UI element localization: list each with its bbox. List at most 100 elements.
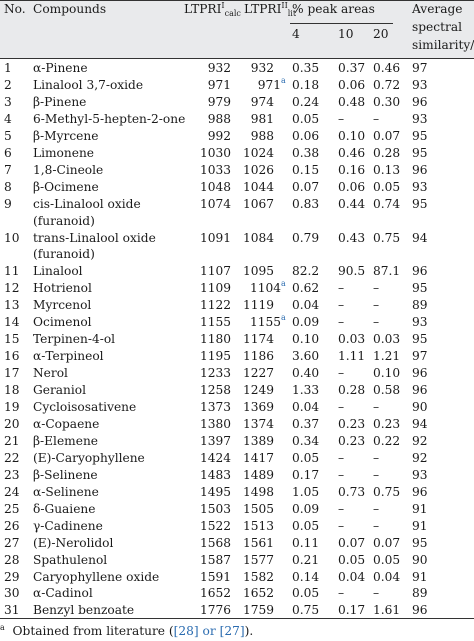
table-row: 11 Linalool 1107 1095 82.2 90.5 87.1 96 [0,263,474,280]
row-p10: – [338,501,345,516]
footnote-refs-link[interactable]: [28] or [27] [173,624,245,638]
row-no: 20 [4,416,20,431]
bottom-rule [0,618,474,619]
row-compound: β-Selinene [33,467,98,482]
row-no: 23 [4,467,20,482]
table-row: 30 α-Cadinol 1652 1652 0.05 – – 89 [0,585,474,602]
row-ltpri-calc: 1522 [199,518,231,533]
row-no: 18 [4,383,20,398]
table-row: 17 Nerol 1233 1227 0.40 – 0.10 96 [0,365,474,382]
row-p20: – [373,501,380,516]
row-p20: 0.05 [373,552,401,567]
row-similarity: 90 [412,552,428,567]
header-no: No. [4,2,26,16]
row-ltpri-calc: 1233 [199,366,231,381]
row-p4: 0.10 [292,332,320,347]
row-no: 28 [4,552,20,567]
row-compound: Nerol [33,366,68,381]
row-ltpri-lit: 1417 [242,450,274,465]
row-p10: 0.07 [338,535,366,550]
row-p4: 0.07 [292,179,320,194]
row-p10: 0.05 [338,552,366,567]
row-p4: 0.05 [292,518,320,533]
row-no: 3 [4,94,12,109]
row-similarity: 89 [412,298,428,313]
row-no: 25 [4,501,20,516]
row-similarity: 96 [412,484,428,499]
row-p20: 1.21 [373,349,401,364]
row-compound: 1,8-Cineole [33,162,104,177]
table-row: 24 α-Selinene 1495 1498 1.05 0.73 0.75 96 [0,484,474,501]
row-compound: (E)-Nerolidol [33,535,114,550]
header-p20: 20 [373,27,389,41]
row-p10: 0.73 [338,484,366,499]
row-no: 22 [4,450,20,465]
row-no: 14 [4,315,20,330]
table-row: 10 trans-Linalool oxide 1091 1084 0.79 0.43 0.… [0,230,474,247]
row-p4: 0.04 [292,298,320,313]
row-compound: Linalool 3,7-oxide [33,77,144,92]
row-p20: 0.22 [373,433,401,448]
row-compound: Benzyl benzoate [33,603,135,618]
table-row: 13 Myrcenol 1122 1119 0.04 – – 89 [0,297,474,314]
row-p20: 0.58 [373,383,401,398]
footnote-mark: a [0,622,5,632]
row-no: 30 [4,586,20,601]
row-compound: β-Myrcene [33,128,99,143]
row-ltpri-calc: 1483 [199,467,231,482]
row-ltpri-lit: 1227 [242,366,274,381]
row-compound: α-Cadinol [33,586,93,601]
row-no: 27 [4,535,20,550]
row-similarity: 92 [412,433,428,448]
row-p20: 0.23 [373,416,401,431]
row-p10: 0.06 [338,77,366,92]
table-row: 4 6-Methyl-5-hepten-2-one 988 981 0.05 – – 93 [0,111,474,128]
row-similarity: 89 [412,586,428,601]
row-no: 24 [4,484,20,499]
row-ltpri-lit: 981 [250,111,274,126]
row-p4: 0.06 [292,128,320,143]
row-ltpri-calc: 1195 [199,349,231,364]
row-p20: – [373,315,380,330]
row-similarity: 93 [412,315,428,330]
table-row: 1 α-Pinene 932 932 0.35 0.37 0.46 97 [0,60,474,77]
row-ltpri-lit: 1561 [242,535,274,550]
row-similarity: 95 [412,535,428,550]
row-p20: – [373,400,380,414]
row-p10: 0.44 [338,196,366,211]
row-ltpri-lit: 1369 [242,400,274,414]
row-ltpri-lit: 1249 [242,383,274,398]
row-p20: 0.04 [373,569,401,584]
row-p20: – [373,111,380,126]
row-ltpri-lit: 1498 [242,484,274,499]
row-similarity: 95 [412,128,428,143]
row-ltpri-lit: 1513 [242,518,274,533]
row-no: 26 [4,518,20,533]
row-p4: 0.15 [292,162,320,177]
row-p10: – [338,298,345,313]
row-p20: 0.72 [373,77,401,92]
row-no: 8 [4,179,12,194]
row-p10: – [338,450,345,465]
row-similarity: 96 [412,264,428,279]
row-ltpri-calc: 1591 [199,569,231,584]
row-no: 7 [4,162,12,177]
row-compound-cont: (furanoid) [33,247,95,262]
row-p20: – [373,467,380,482]
row-similarity: 97 [412,61,428,75]
table-row: 22 (E)-Caryophyllene 1424 1417 0.05 – – 92 [0,450,474,467]
table-row: 18 Geraniol 1258 1249 1.33 0.28 0.58 96 [0,382,474,399]
row-p10: 0.17 [338,603,366,618]
row-compound: Caryophyllene oxide [33,569,160,584]
row-similarity: 95 [412,145,428,160]
row-ltpri-calc: 1048 [199,179,231,194]
row-no: 19 [4,400,20,414]
header-ltpri-lit: LTPRIIIlit [244,0,297,18]
row-p10: 90.5 [338,264,366,279]
table-row: 28 Spathulenol 1587 1577 0.21 0.05 0.05 90 [0,552,474,569]
row-p10: 1.11 [338,349,366,364]
table-row: 6 Limonene 1030 1024 0.38 0.46 0.28 95 [0,145,474,162]
row-p4: 0.62 [292,281,320,296]
table-row-continuation: (furanoid) [0,213,474,230]
row-p4: 0.17 [292,467,320,482]
